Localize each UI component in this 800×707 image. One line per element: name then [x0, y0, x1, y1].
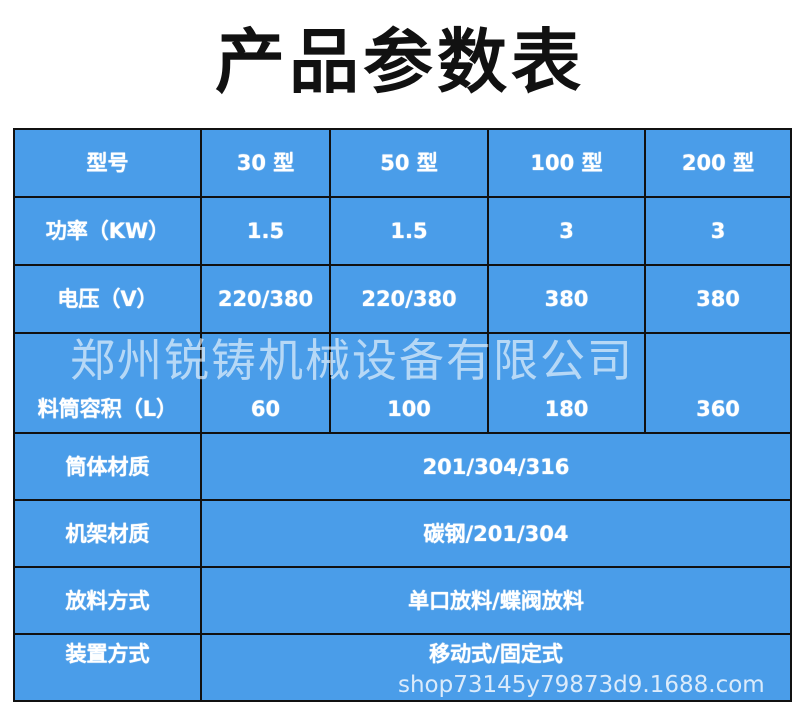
- table-row: 电压（V） 220/380 220/380 380 380: [13, 264, 792, 334]
- shop-url-watermark: shop73145y79873d9.1688.com: [398, 672, 765, 698]
- table-row: 功率（KW） 1.5 1.5 3 3: [13, 196, 792, 266]
- cell: 1.5: [329, 196, 489, 266]
- table-header-row: 型号 30 型 50 型 100 型 200 型: [13, 128, 792, 198]
- cell: 60: [200, 332, 331, 434]
- cell: 380: [487, 264, 646, 334]
- cell: 3: [487, 196, 646, 266]
- merged-cell: 单口放料/蝶阀放料: [200, 566, 792, 635]
- row-label: 放料方式: [13, 566, 202, 635]
- cell: 380: [644, 264, 792, 334]
- header-cell: 50 型: [329, 128, 489, 198]
- header-cell: 200 型: [644, 128, 792, 198]
- row-label: 料筒容积（L）: [13, 332, 202, 434]
- merged-cell: 201/304/316: [200, 432, 792, 501]
- row-label: 电压（V）: [13, 264, 202, 334]
- table-row: 筒体材质 201/304/316: [13, 432, 792, 501]
- cell: 220/380: [200, 264, 331, 334]
- row-label: 筒体材质: [13, 432, 202, 501]
- row-label: 装置方式: [13, 633, 202, 702]
- cell: 3: [644, 196, 792, 266]
- header-cell: 30 型: [200, 128, 331, 198]
- table-row: 放料方式 单口放料/蝶阀放料: [13, 566, 792, 635]
- cell: 1.5: [200, 196, 331, 266]
- cell: 180: [487, 332, 646, 434]
- row-label: 机架材质: [13, 499, 202, 568]
- page-title: 产品参数表: [215, 21, 585, 103]
- table-row: 料筒容积（L） 60 100 180 360: [13, 332, 792, 434]
- parameter-table: 型号 30 型 50 型 100 型 200 型 功率（KW） 1.5 1.5 …: [13, 128, 792, 702]
- cell: 100: [329, 332, 489, 434]
- table-row: 装置方式 移动式/固定式: [13, 633, 792, 702]
- header-cell: 型号: [13, 128, 202, 198]
- cell: 360: [644, 332, 792, 434]
- table-row: 机架材质 碳钢/201/304: [13, 499, 792, 568]
- row-label: 功率（KW）: [13, 196, 202, 266]
- cell: 220/380: [329, 264, 489, 334]
- header-cell: 100 型: [487, 128, 646, 198]
- merged-cell: 碳钢/201/304: [200, 499, 792, 568]
- merged-cell: 移动式/固定式: [200, 633, 792, 702]
